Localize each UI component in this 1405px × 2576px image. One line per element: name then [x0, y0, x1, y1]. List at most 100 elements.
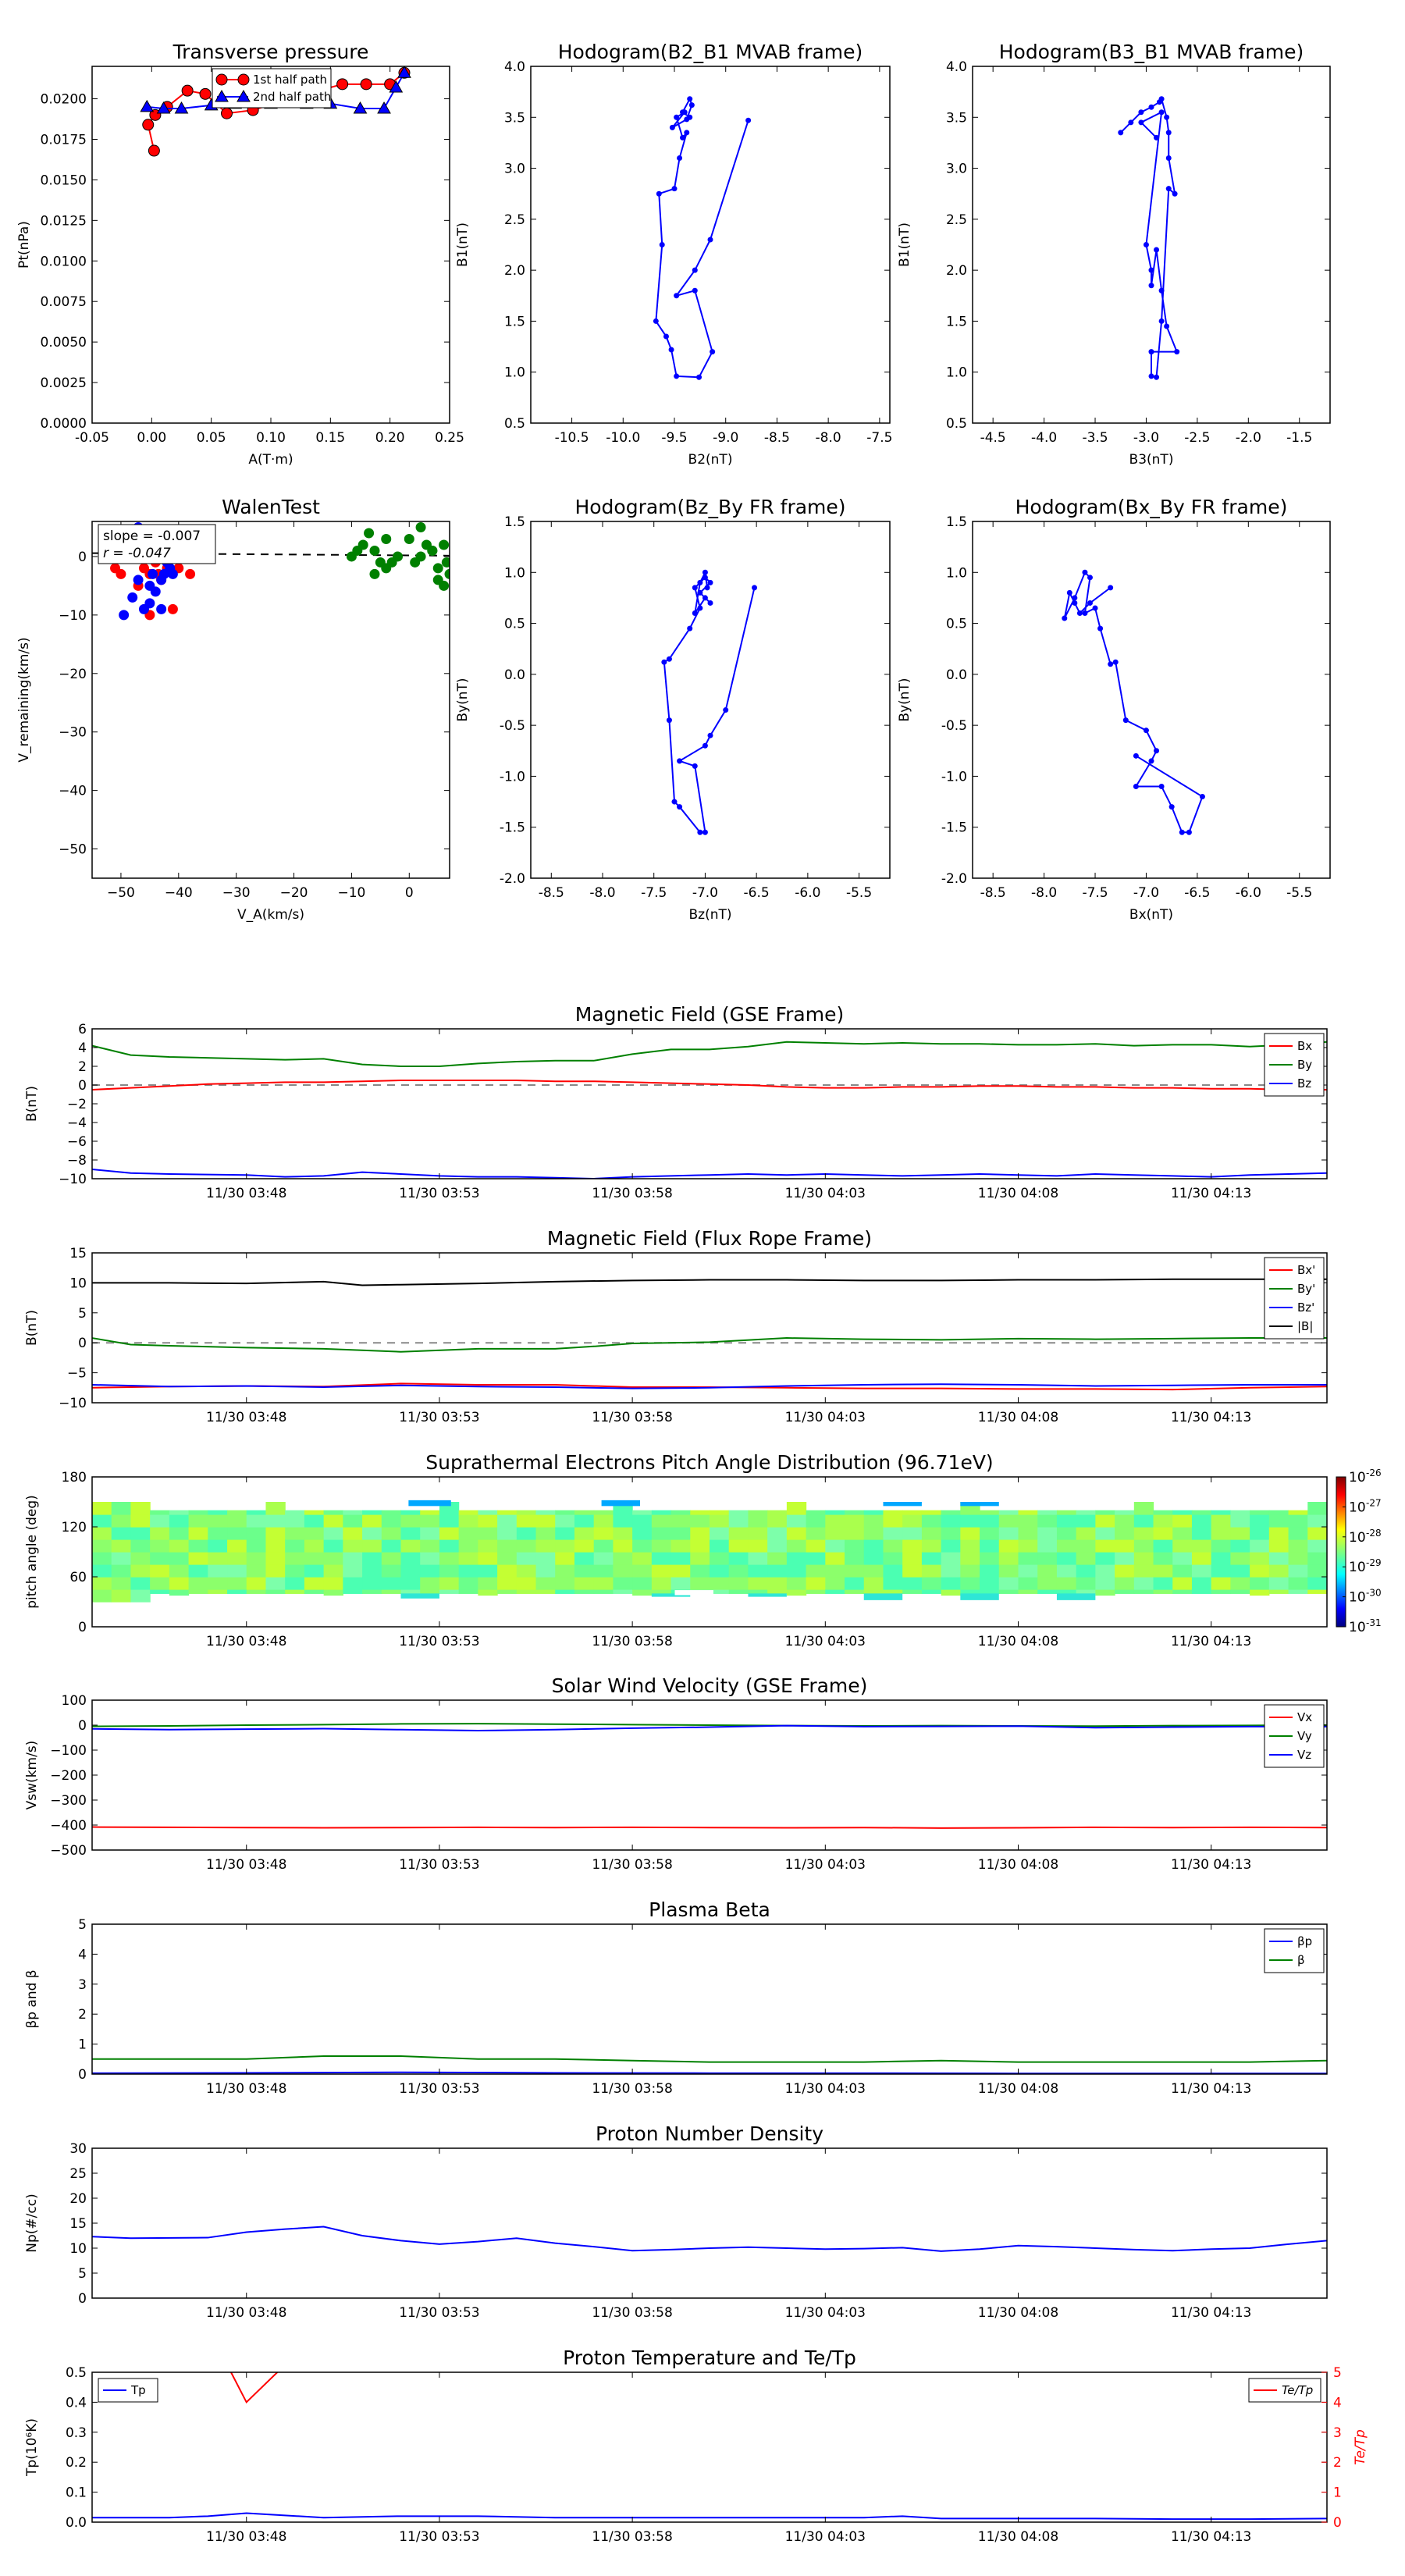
- y-axis-label: B1(nT): [455, 222, 471, 267]
- heatmap-cell: [497, 1577, 518, 1590]
- heatmap-cell: [651, 1564, 672, 1578]
- heatmap-cell: [1172, 1564, 1193, 1578]
- heatmap-cell: [400, 1589, 421, 1594]
- heatmap-cell: [1268, 1514, 1289, 1528]
- heatmap-cell: [1056, 1577, 1077, 1590]
- heatmap-cell: [188, 1527, 208, 1540]
- data-point: [1199, 794, 1205, 800]
- heatmap-cell: [208, 1577, 228, 1590]
- heatmap-cell: [381, 1527, 402, 1540]
- x-tick-label: 11/30 04:08: [978, 2529, 1058, 2545]
- data-point: [427, 545, 438, 556]
- x-tick-label: 11/30 04:13: [1171, 2305, 1251, 2321]
- series-group: [653, 96, 752, 380]
- y-tick-label: 1: [78, 2037, 87, 2053]
- heatmap-cell: [439, 1527, 460, 1540]
- x-tick-label: -1.5: [1286, 430, 1312, 446]
- heatmap-cell: [863, 1527, 884, 1540]
- heatmap-cell: [169, 1552, 190, 1565]
- heatmap-cell: [1037, 1539, 1058, 1553]
- x-tick-label: 11/30 04:13: [1171, 1410, 1251, 1425]
- heatmap-cell: [960, 1593, 999, 1600]
- heatmap-cell: [710, 1539, 730, 1553]
- data-point: [1118, 130, 1124, 136]
- heatmap-cell: [535, 1589, 556, 1594]
- heatmap-cell: [130, 1564, 151, 1578]
- x-tick-label: 11/30 04:13: [1171, 2081, 1251, 2097]
- plot-frame: [91, 1028, 1328, 1179]
- heatmap-cell: [748, 1552, 768, 1565]
- heatmap-cell: [420, 1514, 440, 1528]
- heatmap-cell: [651, 1589, 672, 1594]
- heatmap-cell: [728, 1527, 749, 1540]
- heatmap-cell: [1268, 1552, 1289, 1565]
- data-point: [133, 575, 144, 585]
- heatmap-cell: [227, 1577, 247, 1590]
- colorbar-label: 10: [1349, 1530, 1366, 1546]
- x-tick-label: 0.00: [137, 430, 166, 446]
- heatmap-cell: [710, 1577, 730, 1590]
- heatmap-cell: [400, 1564, 421, 1578]
- colorbar-label: 10: [1349, 1470, 1366, 1485]
- data-point: [1062, 615, 1068, 621]
- heatmap-cell: [921, 1552, 942, 1565]
- heatmap-cell: [150, 1539, 170, 1553]
- legend-label: β: [1297, 1953, 1305, 1967]
- heatmap-cell: [1018, 1510, 1038, 1515]
- heatmap-cell: [208, 1510, 228, 1515]
- heatmap-cell: [941, 1552, 961, 1565]
- heatmap-cell: [130, 1502, 151, 1515]
- heatmap-cell: [613, 1539, 633, 1553]
- y-axis-label: B1(nT): [897, 222, 912, 267]
- heatmap-cell: [845, 1564, 865, 1578]
- heatmap-cell: [535, 1577, 556, 1590]
- data-point: [389, 80, 404, 93]
- x-tick-label: 11/30 03:58: [592, 2305, 672, 2321]
- heatmap-cell: [574, 1539, 595, 1553]
- y-tick-label: -0.5: [941, 718, 967, 734]
- y-tick-label: 2: [78, 2007, 87, 2023]
- data-point: [704, 585, 710, 591]
- data-point: [1154, 374, 1160, 380]
- x-axis-label: A(T·m): [248, 452, 293, 468]
- heatmap-cell: [728, 1539, 749, 1553]
- heatmap-cell: [1191, 1527, 1212, 1540]
- heatmap-cell: [574, 1589, 595, 1594]
- heatmap-cell: [227, 1552, 247, 1565]
- heatmap-cell: [323, 1552, 343, 1565]
- heatmap-cell: [980, 1589, 1000, 1594]
- annotation-box: [98, 524, 216, 564]
- heatmap-cell: [1018, 1577, 1038, 1590]
- heatmap-cell: [285, 1514, 305, 1528]
- chart-title: Magnetic Field (GSE Frame): [575, 1003, 844, 1026]
- series-group: [92, 2372, 1327, 2521]
- heatmap-cell: [825, 1552, 845, 1565]
- x-tick-label: -7.5: [641, 885, 667, 901]
- y2-tick-label: 4: [1333, 2395, 1342, 2411]
- y-tick-label: 100: [62, 1693, 87, 1709]
- y-tick-label: 0: [78, 1078, 87, 1094]
- heatmap-cell: [265, 1589, 286, 1594]
- legend-label: βp: [1297, 1934, 1312, 1948]
- heatmap-cell: [285, 1589, 305, 1594]
- data-point: [697, 589, 703, 596]
- heatmap-cell: [111, 1564, 132, 1578]
- heatmap-cell: [613, 1514, 633, 1528]
- heatmap-cell: [1115, 1552, 1135, 1565]
- heatmap-cell: [362, 1589, 382, 1594]
- heatmap-cell: [1037, 1564, 1058, 1578]
- heatmap-cell: [458, 1564, 478, 1578]
- x-tick-label: 11/30 03:53: [399, 2081, 479, 2097]
- heatmap-cell: [323, 1564, 343, 1578]
- heatmap-cell: [632, 1539, 653, 1553]
- plot-frame: [972, 521, 1331, 879]
- x-tick-label: 11/30 03:58: [592, 1186, 672, 1201]
- heatmap-cell: [343, 1552, 363, 1565]
- heatmap-cell: [998, 1527, 1019, 1540]
- heatmap-cell: [1268, 1564, 1289, 1578]
- heatmap-cell: [323, 1510, 343, 1515]
- heatmap-cell: [1056, 1589, 1077, 1594]
- data-point: [697, 605, 703, 611]
- y-tick-label: 5: [78, 1917, 87, 1933]
- heatmap-cell: [400, 1510, 421, 1515]
